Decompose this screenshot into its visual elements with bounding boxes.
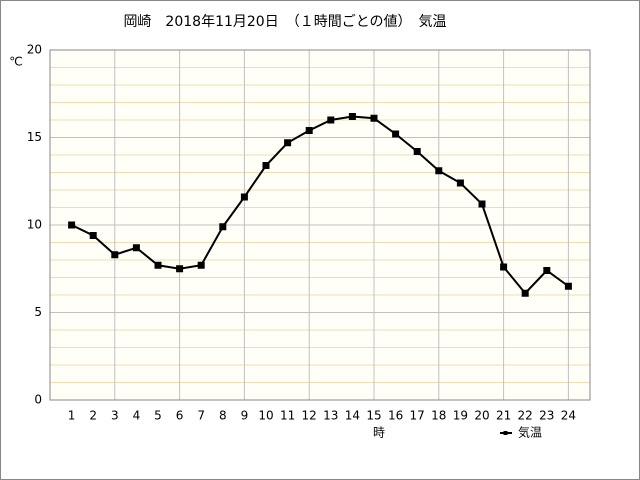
x-tick-label: 7 <box>197 409 205 423</box>
marker <box>240 193 248 201</box>
marker <box>543 267 551 274</box>
marker <box>478 200 486 208</box>
x-tick-label: 18 <box>431 409 446 423</box>
marker <box>500 263 508 271</box>
x-tick-label: 16 <box>388 409 403 423</box>
x-tick-label: 10 <box>258 409 273 423</box>
x-tick-label: 17 <box>410 409 425 423</box>
marker <box>392 130 400 138</box>
x-tick-label: 9 <box>241 409 249 423</box>
x-tick-label: 19 <box>453 409 468 423</box>
marker <box>219 223 227 231</box>
x-tick-label: 3 <box>111 409 119 423</box>
marker <box>327 116 335 124</box>
x-tick-label: 6 <box>176 409 184 423</box>
marker <box>154 261 162 269</box>
x-tick-label: 4 <box>133 409 141 423</box>
marker <box>413 148 421 155</box>
plot-border <box>49 49 591 401</box>
x-tick-label: 20 <box>474 409 489 423</box>
marker <box>111 251 119 259</box>
x-tick-label: 22 <box>518 409 533 423</box>
x-tick-label: 23 <box>539 409 554 423</box>
marker <box>197 261 205 269</box>
marker <box>284 139 292 147</box>
x-tick-label: 2 <box>89 409 97 423</box>
x-axis-label: 時 <box>373 426 385 440</box>
marker <box>262 162 270 169</box>
marker <box>370 114 378 122</box>
marker <box>68 221 76 229</box>
y-tick-label: 10 <box>27 218 42 232</box>
y-tick-label: 0 <box>34 393 42 407</box>
x-tick-label: 24 <box>561 409 576 423</box>
y-tick-label: 5 <box>34 305 42 319</box>
x-tick-label: 15 <box>366 409 381 423</box>
marker <box>132 244 140 252</box>
marker <box>176 265 184 273</box>
marker <box>435 167 443 175</box>
marker <box>456 179 464 187</box>
x-tick-label: 14 <box>345 409 360 423</box>
line <box>71 115 569 295</box>
chart-title: 岡崎 2018年11月20日 （１時間ごとの値） 気温 <box>123 14 446 30</box>
marker <box>521 289 529 297</box>
x-tick-label: 12 <box>302 409 317 423</box>
x-tick-label: 21 <box>496 409 511 423</box>
marker <box>89 232 97 239</box>
marker <box>305 127 313 134</box>
legend-label: 気温 <box>518 425 542 440</box>
legend-marker <box>503 431 508 435</box>
x-tick-label: 1 <box>68 409 76 423</box>
marker <box>348 113 356 120</box>
x-tick-label: 5 <box>154 409 162 423</box>
y-tick-label: 20 <box>27 43 42 57</box>
y-tick-label: 15 <box>27 130 42 144</box>
x-tick-label: 13 <box>323 409 338 423</box>
x-tick-label: 8 <box>219 409 227 423</box>
x-tick-label: 11 <box>280 409 295 423</box>
y-axis-label: ℃ <box>9 55 22 69</box>
marker <box>564 282 572 290</box>
